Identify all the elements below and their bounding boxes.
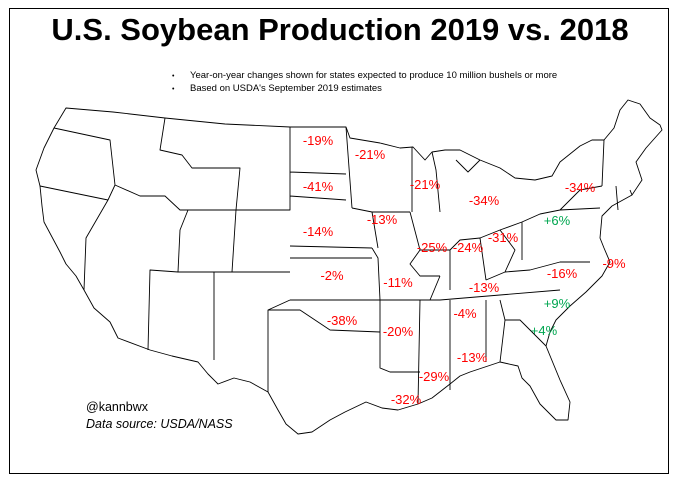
state-change-label: +4% bbox=[530, 323, 558, 338]
note-item: • Year-on-year changes shown for states e… bbox=[172, 69, 557, 82]
state-change-label: -9% bbox=[602, 256, 626, 271]
state-change-label: -29% bbox=[418, 369, 450, 384]
state-change-label: -41% bbox=[302, 179, 334, 194]
state-change-label: -21% bbox=[409, 177, 441, 192]
state-change-label: -4% bbox=[453, 306, 477, 321]
state-change-label: -25% bbox=[416, 240, 448, 255]
author-handle: @kannbwx bbox=[86, 400, 149, 414]
data-source: Data source: USDA/NASS bbox=[86, 417, 233, 431]
state-change-label: -24% bbox=[452, 240, 484, 255]
state-change-label: +9% bbox=[543, 296, 571, 311]
state-change-label: -20% bbox=[382, 324, 414, 339]
note-item: • Based on USDA's September 2019 estimate… bbox=[172, 82, 557, 95]
state-change-label: -16% bbox=[546, 266, 578, 281]
state-change-label: -13% bbox=[366, 212, 398, 227]
bullet-icon: • bbox=[172, 86, 175, 93]
state-borders bbox=[39, 117, 633, 405]
state-change-label: -34% bbox=[564, 180, 596, 195]
note-text: Year-on-year changes shown for states ex… bbox=[190, 70, 558, 81]
map-title: U.S. Soybean Production 2019 vs. 2018 bbox=[51, 12, 629, 47]
state-change-label: -13% bbox=[468, 280, 500, 295]
notes: • Year-on-year changes shown for states e… bbox=[172, 69, 557, 95]
state-change-label: +6% bbox=[543, 213, 571, 228]
state-change-label: -32% bbox=[390, 392, 422, 407]
state-change-label: -38% bbox=[326, 313, 358, 328]
state-change-label: -14% bbox=[302, 224, 334, 239]
us-outline bbox=[35, 99, 663, 435]
state-change-label: -31% bbox=[487, 230, 519, 245]
state-change-label: -11% bbox=[383, 275, 413, 290]
state-change-label: -13% bbox=[456, 350, 488, 365]
note-text: Based on USDA's September 2019 estimates bbox=[190, 83, 382, 94]
state-change-label: -34% bbox=[468, 193, 500, 208]
credit: @kannbwx Data source: USDA/NASS bbox=[86, 399, 233, 433]
state-change-label: -21% bbox=[354, 147, 386, 162]
state-change-label: -2% bbox=[320, 268, 344, 283]
state-change-label: -19% bbox=[302, 133, 334, 148]
bullet-icon: • bbox=[172, 73, 175, 80]
